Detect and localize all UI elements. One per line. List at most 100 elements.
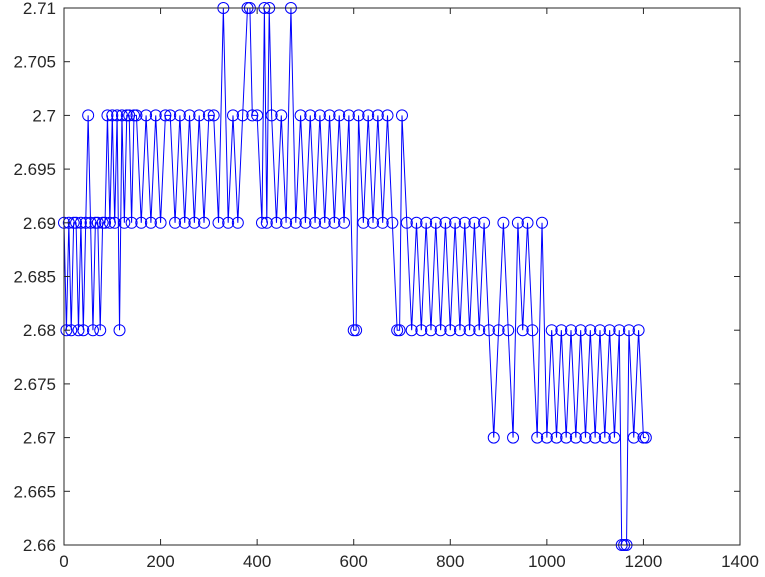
data-point — [227, 109, 239, 122]
data-point — [637, 431, 650, 444]
data-point — [154, 216, 167, 229]
data-point — [333, 109, 346, 122]
data-point — [632, 324, 645, 337]
data-point — [598, 431, 611, 444]
data-point — [371, 109, 384, 122]
data-point — [125, 216, 138, 229]
data-point — [342, 109, 355, 122]
data-point — [622, 324, 635, 337]
data-point — [289, 216, 302, 229]
data-point — [77, 324, 90, 337]
data-point — [511, 216, 524, 229]
data-point — [550, 431, 563, 444]
data-point — [531, 431, 544, 444]
data-point — [164, 109, 177, 122]
y-tick-label: 2.665 — [13, 482, 56, 501]
data-point — [565, 324, 577, 337]
data-point — [108, 216, 121, 229]
data-point — [367, 216, 380, 229]
data-point — [144, 216, 157, 229]
data-point — [178, 216, 191, 229]
data-point — [159, 109, 172, 122]
data-point — [135, 216, 148, 229]
y-tick-label: 2.69 — [23, 214, 56, 233]
data-point — [396, 109, 408, 122]
y-tick-label: 2.68 — [23, 321, 56, 340]
y-tick-label: 2.71 — [23, 0, 56, 18]
data-point — [173, 109, 186, 122]
data-point — [207, 109, 220, 122]
x-tick-label: 0 — [59, 552, 68, 571]
data-point — [410, 216, 423, 229]
data-point — [270, 216, 283, 229]
data-point — [357, 216, 370, 229]
x-tick-label: 1000 — [528, 552, 566, 571]
y-axis: 2.66 2.665 2.67 2.675 2.68 2.685 2.69 2.695 2.7 2… — [13, 0, 740, 555]
data-point — [275, 109, 288, 122]
data-point — [429, 216, 442, 229]
data-point — [323, 109, 336, 122]
data-point — [113, 324, 126, 337]
data-point — [188, 216, 201, 229]
data-point — [434, 324, 447, 337]
data-point — [540, 431, 553, 444]
data-point — [347, 324, 360, 337]
y-tick-label: 2.695 — [13, 160, 56, 179]
data-point — [222, 216, 235, 229]
data-point — [487, 431, 500, 444]
plot-area-box — [63, 7, 741, 546]
data-point — [255, 216, 268, 229]
data-point — [84, 216, 97, 229]
data-point — [338, 216, 351, 229]
data-point — [304, 109, 317, 122]
x-tick-label: 1400 — [721, 552, 759, 571]
data-point — [574, 324, 587, 337]
data-point — [603, 324, 616, 337]
data-point — [502, 324, 515, 337]
data-point — [420, 216, 433, 229]
data-point — [415, 324, 428, 337]
data-point — [569, 431, 582, 444]
data-point — [231, 216, 244, 229]
data-point — [521, 216, 534, 229]
data-point — [149, 109, 162, 122]
data-point — [86, 324, 99, 337]
data-point — [251, 109, 264, 122]
data-point — [391, 324, 404, 337]
series-line — [63, 7, 646, 546]
data-point — [497, 216, 510, 229]
data-point — [260, 216, 273, 229]
data-point — [123, 109, 136, 122]
data-point — [89, 216, 102, 229]
data-point — [72, 324, 85, 337]
data-point — [536, 216, 549, 229]
data-point — [128, 109, 141, 122]
data-point — [468, 216, 481, 229]
data-point — [393, 324, 406, 337]
data-point — [202, 109, 215, 122]
data-point — [101, 109, 114, 122]
series-layer — [58, 2, 652, 551]
data-point — [212, 216, 225, 229]
data-point — [313, 109, 326, 122]
data-point — [405, 324, 418, 337]
data-point — [589, 431, 602, 444]
data-point — [593, 324, 606, 337]
data-point — [381, 109, 394, 122]
data-point — [103, 216, 116, 229]
data-point — [439, 216, 452, 229]
x-tick-label: 200 — [146, 552, 174, 571]
data-point — [449, 216, 462, 229]
data-point — [140, 109, 153, 122]
data-point — [309, 216, 322, 229]
data-point — [130, 109, 143, 122]
data-point — [424, 324, 437, 337]
y-tick-label: 2.705 — [13, 53, 56, 72]
data-point — [478, 216, 491, 229]
data-point — [328, 216, 341, 229]
data-point — [453, 324, 466, 337]
data-point — [362, 109, 375, 122]
data-point — [560, 431, 573, 444]
data-point — [118, 216, 131, 229]
y-tick-label: 2.675 — [13, 375, 56, 394]
